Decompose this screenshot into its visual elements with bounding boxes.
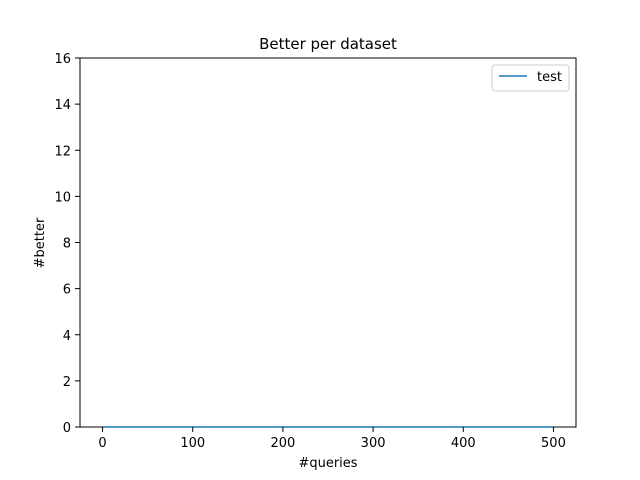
y-tick-label: 16: [54, 52, 71, 67]
y-tick-label: 12: [54, 144, 71, 159]
x-tick-label: 400: [451, 436, 476, 451]
y-tick-label: 10: [54, 190, 71, 205]
x-tick-label: 100: [180, 436, 205, 451]
y-axis: 0 2 4 6 8 10 12 14 16: [54, 52, 80, 436]
x-axis-label: #queries: [298, 456, 357, 471]
legend-label-test: test: [537, 70, 562, 85]
y-tick-label: 14: [54, 98, 71, 113]
y-tick-label: 8: [63, 237, 71, 252]
x-tick-label: 300: [361, 436, 386, 451]
x-tick-label: 200: [270, 436, 295, 451]
y-tick-label: 6: [63, 283, 71, 298]
x-axis: 0 100 200 300 400 500: [98, 427, 566, 451]
y-tick-label: 0: [63, 421, 71, 436]
legend: test: [491, 64, 570, 92]
x-tick-label: 500: [541, 436, 566, 451]
chart-title: Better per dataset: [259, 35, 397, 53]
y-tick-label: 2: [63, 375, 71, 390]
plot-area: [79, 57, 577, 428]
legend-box: [491, 64, 570, 92]
x-tick-label: 0: [98, 436, 106, 451]
y-tick-label: 4: [63, 329, 71, 344]
y-axis-label: #better: [33, 217, 48, 268]
